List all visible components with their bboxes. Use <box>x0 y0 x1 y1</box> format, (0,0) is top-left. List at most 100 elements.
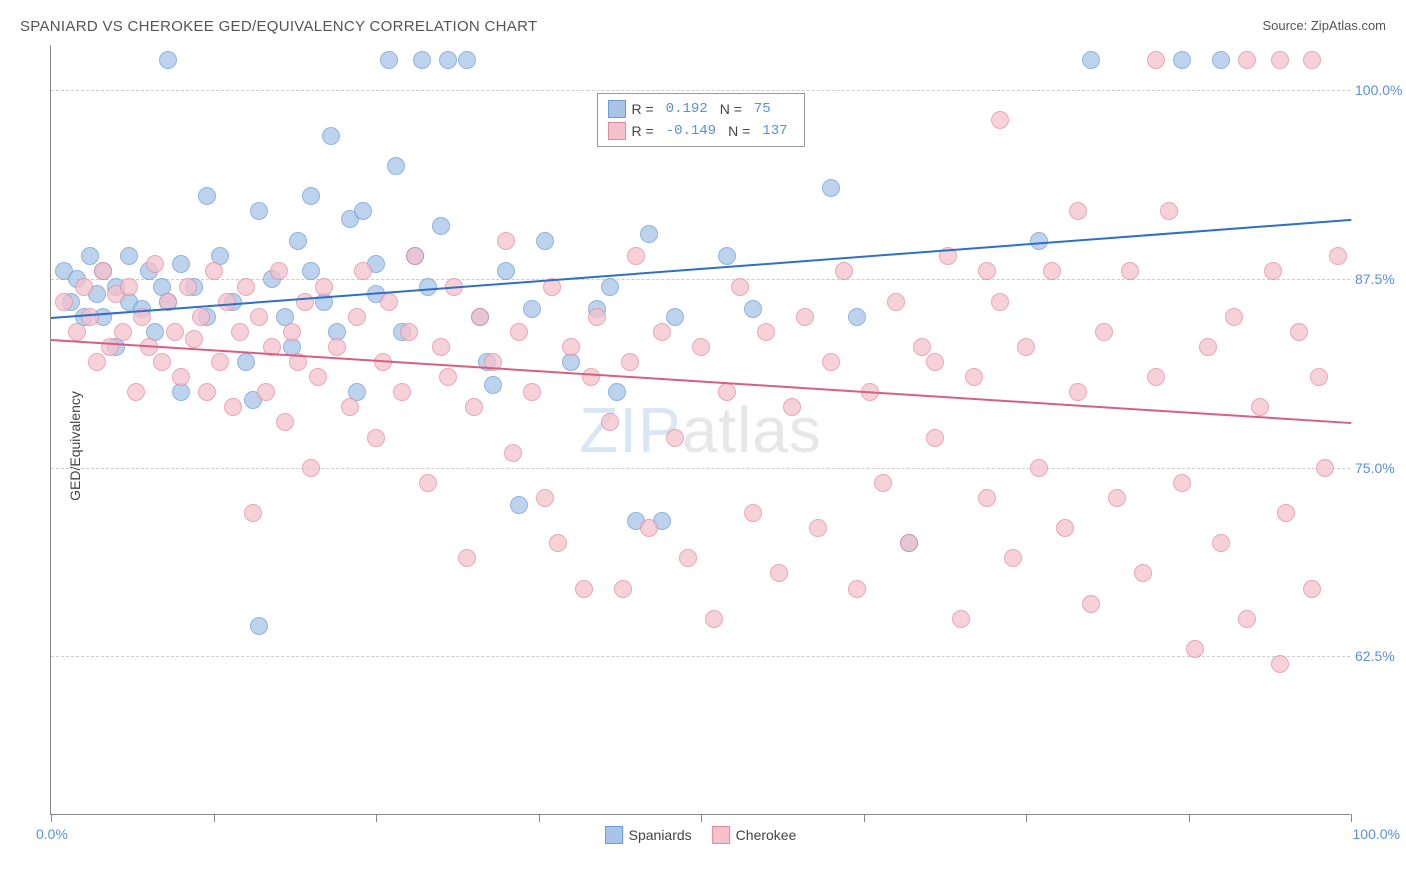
data-point <box>504 444 522 462</box>
data-point <box>796 308 814 326</box>
data-point <box>198 383 216 401</box>
data-point <box>887 293 905 311</box>
data-point <box>653 323 671 341</box>
data-point <box>328 338 346 356</box>
data-point <box>744 300 762 318</box>
data-point <box>172 255 190 273</box>
data-point <box>692 338 710 356</box>
data-point <box>608 383 626 401</box>
legend-label: Spaniards <box>629 827 692 843</box>
legend-row-cherokee: R =-0.149 N =137 <box>607 120 793 142</box>
data-point <box>432 338 450 356</box>
data-point <box>146 255 164 273</box>
data-point <box>231 323 249 341</box>
data-point <box>783 398 801 416</box>
data-point <box>822 353 840 371</box>
data-point <box>1212 534 1230 552</box>
data-point <box>1316 459 1334 477</box>
data-point <box>153 353 171 371</box>
x-tick <box>1189 814 1190 822</box>
data-point <box>276 413 294 431</box>
data-point <box>1264 262 1282 280</box>
data-point <box>1134 564 1152 582</box>
data-point <box>848 308 866 326</box>
data-point <box>1030 459 1048 477</box>
data-point <box>1271 51 1289 69</box>
data-point <box>309 368 327 386</box>
data-point <box>1173 51 1191 69</box>
data-point <box>1329 247 1347 265</box>
data-point <box>744 504 762 522</box>
trend-line <box>51 219 1351 319</box>
data-point <box>991 293 1009 311</box>
data-point <box>588 308 606 326</box>
plot-area: ZIPatlas 62.5%75.0%87.5%100.0% 0.0% 100.… <box>50 45 1350 815</box>
data-point <box>1199 338 1217 356</box>
data-point <box>965 368 983 386</box>
data-point <box>94 262 112 280</box>
data-point <box>1251 398 1269 416</box>
data-point <box>244 504 262 522</box>
data-point <box>354 202 372 220</box>
data-point <box>1147 368 1165 386</box>
data-point <box>536 232 554 250</box>
data-point <box>1212 51 1230 69</box>
gridline <box>51 90 1350 91</box>
x-tick <box>51 814 52 822</box>
legend-label: Cherokee <box>736 827 797 843</box>
data-point <box>757 323 775 341</box>
data-point <box>1004 549 1022 567</box>
data-point <box>1121 262 1139 280</box>
data-point <box>465 398 483 416</box>
data-point <box>198 187 216 205</box>
data-point <box>822 179 840 197</box>
data-point <box>185 330 203 348</box>
data-point <box>257 383 275 401</box>
data-point <box>1225 308 1243 326</box>
data-point <box>68 323 86 341</box>
x-tick <box>539 814 540 822</box>
data-point <box>1056 519 1074 537</box>
data-point <box>55 293 73 311</box>
data-point <box>523 383 541 401</box>
data-point <box>432 217 450 235</box>
data-point <box>380 51 398 69</box>
data-point <box>991 111 1009 129</box>
gridline <box>51 656 1350 657</box>
data-point <box>913 338 931 356</box>
data-point <box>770 564 788 582</box>
data-point <box>1303 51 1321 69</box>
data-point <box>549 534 567 552</box>
x-tick <box>376 814 377 822</box>
data-point <box>81 247 99 265</box>
data-point <box>1043 262 1061 280</box>
source-label: Source: ZipAtlas.com <box>1262 18 1386 33</box>
x-tick <box>214 814 215 822</box>
data-point <box>666 429 684 447</box>
data-point <box>439 51 457 69</box>
data-point <box>640 225 658 243</box>
data-point <box>1310 368 1328 386</box>
x-tick <box>1026 814 1027 822</box>
data-point <box>120 278 138 296</box>
data-point <box>1147 51 1165 69</box>
data-point <box>900 534 918 552</box>
x-axis-min-label: 0.0% <box>36 826 68 842</box>
data-point <box>952 610 970 628</box>
data-point <box>718 383 736 401</box>
data-point <box>848 580 866 598</box>
data-point <box>1082 595 1100 613</box>
data-point <box>224 398 242 416</box>
data-point <box>88 353 106 371</box>
data-point <box>1160 202 1178 220</box>
data-point <box>114 323 132 341</box>
data-point <box>523 300 541 318</box>
chart-title: SPANIARD VS CHEROKEE GED/EQUIVALENCY COR… <box>20 18 537 35</box>
data-point <box>237 353 255 371</box>
data-point <box>582 368 600 386</box>
data-point <box>640 519 658 537</box>
data-point <box>393 383 411 401</box>
data-point <box>1082 51 1100 69</box>
data-point <box>1173 474 1191 492</box>
data-point <box>296 293 314 311</box>
